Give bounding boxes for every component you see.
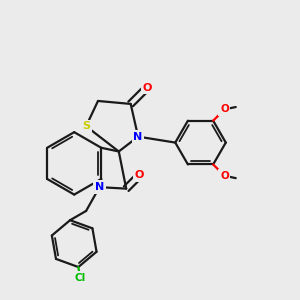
Text: S: S <box>82 121 90 131</box>
Text: N: N <box>134 132 143 142</box>
Text: Cl: Cl <box>75 273 86 283</box>
Text: O: O <box>220 104 229 114</box>
Text: O: O <box>220 171 229 181</box>
Text: N: N <box>95 182 104 192</box>
Text: O: O <box>142 82 152 93</box>
Text: O: O <box>135 170 144 180</box>
